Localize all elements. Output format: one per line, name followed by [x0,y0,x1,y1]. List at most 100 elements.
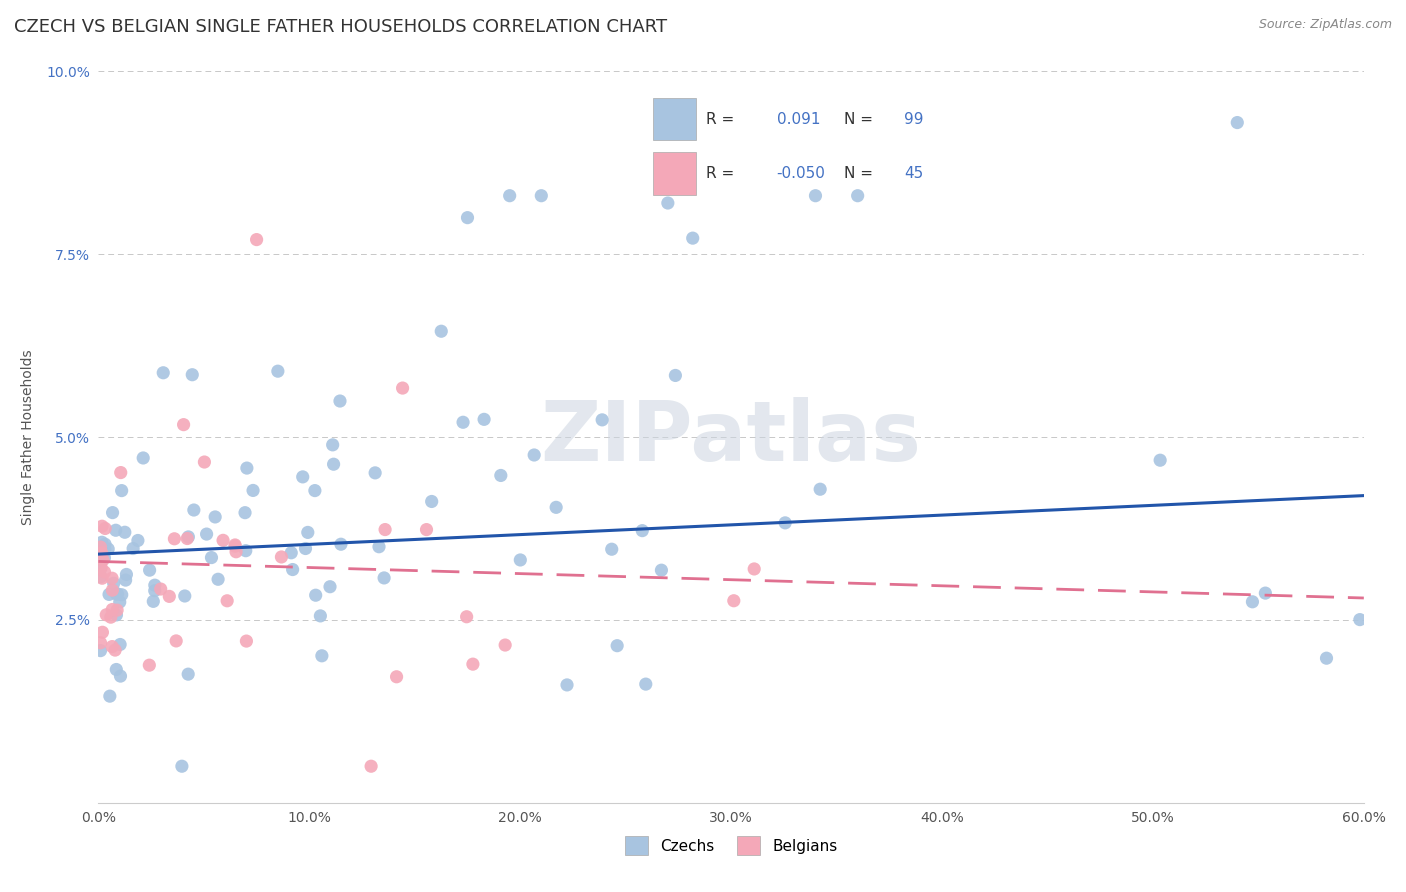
Point [101,506,124,520]
Point [108,638,131,652]
Point [523,448,546,462]
Point [100,610,122,624]
Point [420,494,443,508]
Point [93,550,115,565]
Point [114,525,136,540]
Point [101,571,124,585]
Point [1315,651,1337,665]
Point [90,570,112,584]
Point [773,516,796,530]
Point [294,541,316,556]
Point [97,541,120,556]
Point [111,588,134,602]
Point [142,594,165,608]
Point [93,565,115,579]
Point [451,415,474,429]
Point [664,368,686,383]
Point [808,482,831,496]
Point [304,483,326,498]
Point [281,563,304,577]
Point [181,368,204,382]
Point [143,578,166,592]
Point [107,587,129,601]
Point [846,188,869,202]
Point [309,608,332,623]
Point [207,572,229,586]
Point [225,545,247,559]
Point [105,603,128,617]
Point [235,543,257,558]
Point [91,571,114,585]
Point [415,523,437,537]
Point [90,561,112,575]
Point [91,519,114,533]
Point [494,638,516,652]
Point [200,550,222,565]
Point [650,563,672,577]
Point [297,525,319,540]
Point [177,667,200,681]
Point [456,211,478,225]
Y-axis label: Single Father Households: Single Father Households [21,350,35,524]
Point [391,381,413,395]
Point [94,521,117,535]
Point [152,366,174,380]
Point [204,510,226,524]
Point [103,576,125,591]
Point [280,546,302,560]
Point [114,573,136,587]
Point [157,590,180,604]
Point [246,233,269,247]
Point [242,483,264,498]
Legend: Czechs, Belgians: Czechs, Belgians [619,830,844,861]
Point [374,523,396,537]
Point [291,470,314,484]
Point [235,634,257,648]
Point [90,643,112,657]
Point [319,580,342,594]
Point [212,533,235,548]
Point [631,524,654,538]
Point [311,648,333,663]
Point [195,527,218,541]
Point [224,538,246,552]
Point [329,394,352,409]
Point [122,541,145,556]
Point [90,540,112,554]
Point [115,567,138,582]
Point [105,663,128,677]
Point [173,589,195,603]
Point [98,587,121,601]
Point [110,669,132,683]
Point [489,468,512,483]
Point [373,571,395,585]
Point [1149,453,1171,467]
Point [270,549,292,564]
Point [233,506,256,520]
Point [723,593,745,607]
Point [368,540,391,554]
Point [90,555,112,569]
Point [193,455,215,469]
Point [176,532,198,546]
Point [634,677,657,691]
Point [1226,115,1249,129]
Point [461,657,484,672]
Point [267,364,290,378]
Point [322,438,344,452]
Point [657,196,679,211]
Point [104,523,127,537]
Point [360,759,382,773]
Text: Source: ZipAtlas.com: Source: ZipAtlas.com [1258,18,1392,31]
Point [329,537,352,551]
Point [530,188,553,202]
Point [742,562,765,576]
Point [1348,613,1371,627]
Point [111,483,134,498]
Point [1254,586,1277,600]
Text: CZECH VS BELGIAN SINGLE FATHER HOUSEHOLDS CORRELATION CHART: CZECH VS BELGIAN SINGLE FATHER HOUSEHOLD… [14,18,668,36]
Point [108,595,131,609]
Point [127,533,149,548]
Point [91,625,114,640]
Point [143,583,166,598]
